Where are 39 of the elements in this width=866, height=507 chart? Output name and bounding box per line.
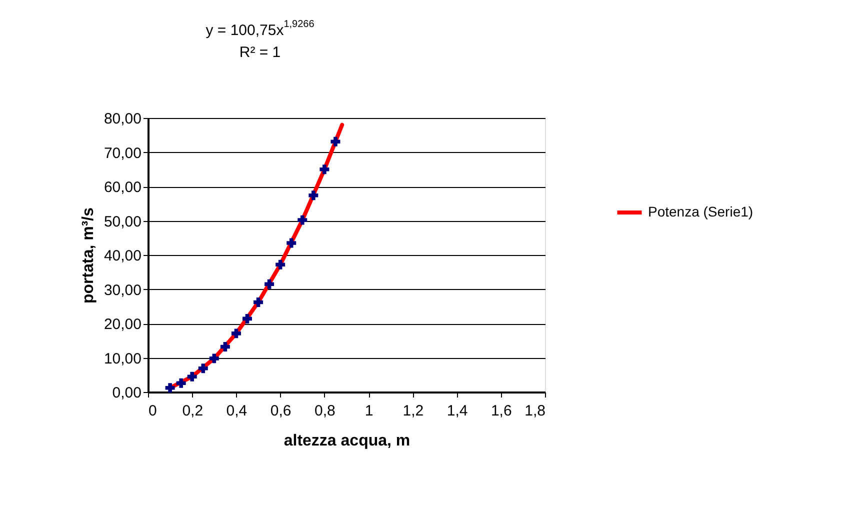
point — [187, 372, 197, 382]
point — [220, 342, 230, 352]
x-tick-label: 0,4 — [226, 402, 248, 420]
point — [198, 364, 208, 374]
x-tick-label: 1,8 — [524, 402, 546, 420]
y-axis-title: portata, m³/s — [80, 207, 97, 304]
y-tick-label: 0,00 — [112, 384, 142, 402]
y-tick-label: 70,00 — [104, 144, 142, 162]
point — [276, 260, 286, 270]
y-tick-label: 30,00 — [104, 282, 142, 299]
x-tick-label: 0 — [148, 402, 157, 420]
x-tick-label: 0,8 — [314, 402, 336, 420]
x-tick-label: 1,2 — [402, 402, 424, 420]
point — [298, 215, 308, 225]
y-tick-label: 10,00 — [104, 350, 142, 368]
x-tick-label: 1 — [364, 402, 374, 420]
legend-label: Potenza (Serie1) — [648, 204, 754, 220]
y-tick-label: 50,00 — [104, 213, 142, 230]
point — [176, 378, 186, 388]
point — [165, 383, 175, 393]
x-tick-label: 1,6 — [490, 402, 512, 420]
x-axis-title: altezza acqua, m — [284, 432, 410, 450]
point — [286, 238, 296, 248]
point — [264, 279, 274, 289]
x-tick-label: 0,2 — [182, 402, 204, 420]
point — [330, 136, 340, 146]
point — [320, 164, 330, 174]
text: R² = 1 — [239, 44, 281, 61]
point — [231, 328, 241, 338]
point — [242, 314, 252, 324]
point — [308, 190, 318, 200]
y-tick-label: 60,00 — [104, 179, 142, 196]
point — [209, 354, 219, 364]
y-tick-label: 80,00 — [104, 110, 142, 128]
y-tick-label: 40,00 — [104, 248, 142, 264]
x-tick-label: 0,6 — [270, 402, 292, 420]
x-tick-label: 1,4 — [446, 402, 468, 420]
point — [254, 298, 264, 308]
y-tick-label: 20,00 — [104, 316, 142, 333]
